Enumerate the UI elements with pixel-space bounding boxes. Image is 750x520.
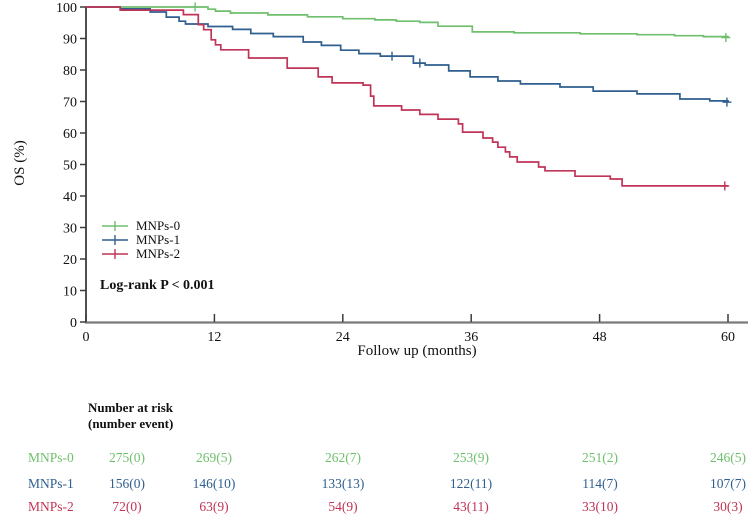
- x-tick-label: 36: [464, 330, 478, 345]
- legend-marker-icon: [102, 249, 128, 259]
- y-tick-label: 50: [63, 158, 77, 173]
- y-tick-label: 30: [63, 221, 77, 236]
- risk-cell: 269(5): [196, 450, 232, 465]
- legend-item-MNPs-1: MNPs-1: [101, 232, 181, 247]
- x-tick-label: 48: [593, 330, 607, 345]
- risk-header-line2: (number event): [88, 415, 174, 431]
- y-tick-label: 20: [63, 253, 77, 268]
- risk-row-label: MNPs-2: [28, 499, 74, 514]
- legend-marker-icon: [102, 235, 128, 245]
- risk-cell: 146(10): [192, 476, 236, 491]
- curve-MNPs-1: [86, 6, 729, 103]
- risk-cell: 54(9): [328, 499, 358, 514]
- legend-item-MNPs-0: MNPs-0: [101, 218, 181, 233]
- risk-cell: 251(2): [582, 450, 618, 465]
- y-tick-label: 60: [63, 127, 77, 142]
- risk-cell: 122(11): [449, 476, 493, 491]
- x-tick-label: 60: [721, 330, 735, 345]
- risk-cell: 114(7): [582, 476, 618, 491]
- risk-row-MNPs-1: MNPs-1 156(0) 146(10) 133(13) 122(11) 114(7) 1…: [0, 476, 750, 492]
- risk-cell: 30(3): [713, 499, 743, 514]
- risk-header-line1: Number at risk: [88, 400, 173, 415]
- km-plot-area: 0 10 20 30 40 50 60 70 80 90 100 0 12 24 36 48 60: [56, 1, 748, 345]
- risk-cell: 33(10): [582, 499, 618, 514]
- y-tick-label: 70: [63, 95, 77, 110]
- risk-row-label: MNPs-1: [28, 476, 74, 491]
- risk-cell: 63(9): [199, 499, 229, 514]
- y-tick-label: 0: [70, 316, 77, 331]
- logrank-annotation: Log-rank P < 0.001: [100, 278, 215, 293]
- legend-label: MNPs-1: [136, 232, 181, 247]
- risk-row-label: MNPs-0: [28, 450, 74, 465]
- legend-label: MNPs-0: [136, 218, 181, 233]
- legend: MNPs-0 MNPs-1 MNPs-2: [101, 218, 181, 261]
- curve-MNPs-0: [86, 6, 729, 38]
- curve-MNPs-2: [86, 6, 728, 187]
- y-tick-label: 90: [63, 32, 77, 47]
- y-tick-label: 100: [56, 1, 77, 16]
- risk-cell: 72(0): [112, 499, 142, 514]
- legend-label: MNPs-2: [136, 246, 181, 261]
- risk-cell: 43(11): [453, 499, 489, 514]
- risk-table-header: Number at risk (number event): [88, 400, 173, 432]
- y-axis-title: OS (%): [12, 140, 28, 186]
- risk-cell: 156(0): [109, 476, 145, 491]
- risk-row-MNPs-2: MNPs-2 72(0) 63(9) 54(9) 43(11) 33(10) 30(3): [0, 499, 750, 515]
- x-tick-label: 24: [336, 330, 350, 345]
- risk-cell: 133(13): [321, 476, 365, 491]
- risk-cell: 246(5): [710, 450, 746, 465]
- x-tick-label: 12: [207, 330, 221, 345]
- x-axis-title: Follow up (months): [357, 343, 477, 359]
- risk-cell: 275(0): [109, 450, 145, 465]
- x-tick-label: 0: [83, 330, 90, 345]
- legend-marker-icon: [102, 221, 128, 231]
- y-tick-label: 40: [63, 190, 77, 205]
- risk-cell: 262(7): [325, 450, 361, 465]
- risk-cell: 253(9): [453, 450, 489, 465]
- legend-item-MNPs-2: MNPs-2: [101, 246, 181, 261]
- y-tick-label: 80: [63, 64, 77, 79]
- risk-cell: 107(7): [710, 476, 746, 491]
- y-tick-label: 10: [63, 284, 77, 299]
- risk-row-MNPs-0: MNPs-0 275(0) 269(5) 262(7) 253(9) 251(2) 246(…: [0, 450, 750, 466]
